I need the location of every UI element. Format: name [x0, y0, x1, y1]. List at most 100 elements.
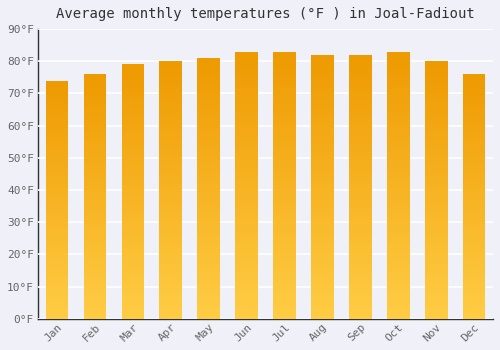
Bar: [122, 116, 144, 119]
Bar: [349, 253, 372, 256]
Bar: [425, 222, 448, 225]
Bar: [273, 95, 296, 98]
Bar: [84, 169, 106, 172]
Bar: [311, 91, 334, 94]
Bar: [387, 128, 409, 132]
Bar: [425, 177, 448, 180]
Bar: [84, 96, 106, 99]
Bar: [311, 88, 334, 91]
Bar: [84, 294, 106, 297]
Bar: [84, 270, 106, 273]
Bar: [236, 152, 258, 155]
Bar: [122, 96, 144, 99]
Bar: [46, 295, 68, 298]
Bar: [273, 269, 296, 272]
Bar: [349, 174, 372, 177]
Bar: [349, 183, 372, 187]
Bar: [387, 155, 409, 159]
Bar: [425, 80, 448, 84]
Bar: [387, 235, 409, 239]
Bar: [160, 287, 182, 290]
Bar: [462, 163, 485, 166]
Bar: [349, 65, 372, 68]
Bar: [198, 192, 220, 195]
Bar: [198, 234, 220, 237]
Bar: [160, 116, 182, 119]
Bar: [198, 136, 220, 140]
Bar: [46, 215, 68, 218]
Bar: [349, 187, 372, 190]
Bar: [425, 216, 448, 219]
Bar: [311, 250, 334, 253]
Bar: [84, 126, 106, 129]
Bar: [425, 309, 448, 313]
Bar: [387, 58, 409, 62]
Bar: [236, 172, 258, 175]
Bar: [425, 196, 448, 200]
Bar: [425, 193, 448, 196]
Bar: [160, 238, 182, 242]
Bar: [236, 165, 258, 169]
Bar: [160, 190, 182, 193]
Bar: [349, 293, 372, 296]
Bar: [236, 272, 258, 275]
Bar: [387, 286, 409, 289]
Bar: [387, 239, 409, 242]
Bar: [273, 299, 296, 302]
Bar: [273, 75, 296, 78]
Bar: [425, 316, 448, 319]
Bar: [236, 212, 258, 215]
Bar: [198, 71, 220, 74]
Bar: [462, 120, 485, 123]
Bar: [84, 215, 106, 218]
Bar: [198, 241, 220, 244]
Bar: [425, 184, 448, 187]
Bar: [236, 312, 258, 316]
Bar: [462, 273, 485, 276]
Bar: [46, 104, 68, 107]
Bar: [46, 304, 68, 307]
Bar: [349, 203, 372, 206]
Bar: [46, 149, 68, 152]
Bar: [273, 185, 296, 189]
Bar: [236, 229, 258, 232]
Bar: [387, 178, 409, 182]
Bar: [46, 110, 68, 113]
Bar: [198, 133, 220, 136]
Bar: [349, 316, 372, 319]
Bar: [349, 296, 372, 299]
Bar: [84, 74, 106, 77]
Bar: [84, 166, 106, 169]
Bar: [84, 99, 106, 101]
Bar: [84, 288, 106, 291]
Bar: [349, 150, 372, 154]
Bar: [160, 306, 182, 309]
Bar: [349, 114, 372, 118]
Bar: [311, 134, 334, 137]
Bar: [349, 276, 372, 279]
Bar: [46, 176, 68, 179]
Bar: [425, 187, 448, 190]
Bar: [198, 143, 220, 146]
Bar: [160, 145, 182, 148]
Bar: [122, 271, 144, 274]
Bar: [462, 245, 485, 248]
Bar: [273, 51, 296, 55]
Bar: [236, 132, 258, 135]
Bar: [160, 148, 182, 152]
Bar: [311, 137, 334, 141]
Bar: [387, 198, 409, 202]
Bar: [425, 113, 448, 116]
Bar: [236, 162, 258, 165]
Bar: [84, 218, 106, 221]
Bar: [349, 144, 372, 147]
Bar: [462, 221, 485, 224]
Bar: [122, 290, 144, 293]
Bar: [311, 282, 334, 286]
Bar: [236, 235, 258, 239]
Bar: [160, 168, 182, 171]
Bar: [84, 105, 106, 108]
Bar: [160, 216, 182, 219]
Bar: [198, 299, 220, 303]
Bar: [84, 190, 106, 194]
